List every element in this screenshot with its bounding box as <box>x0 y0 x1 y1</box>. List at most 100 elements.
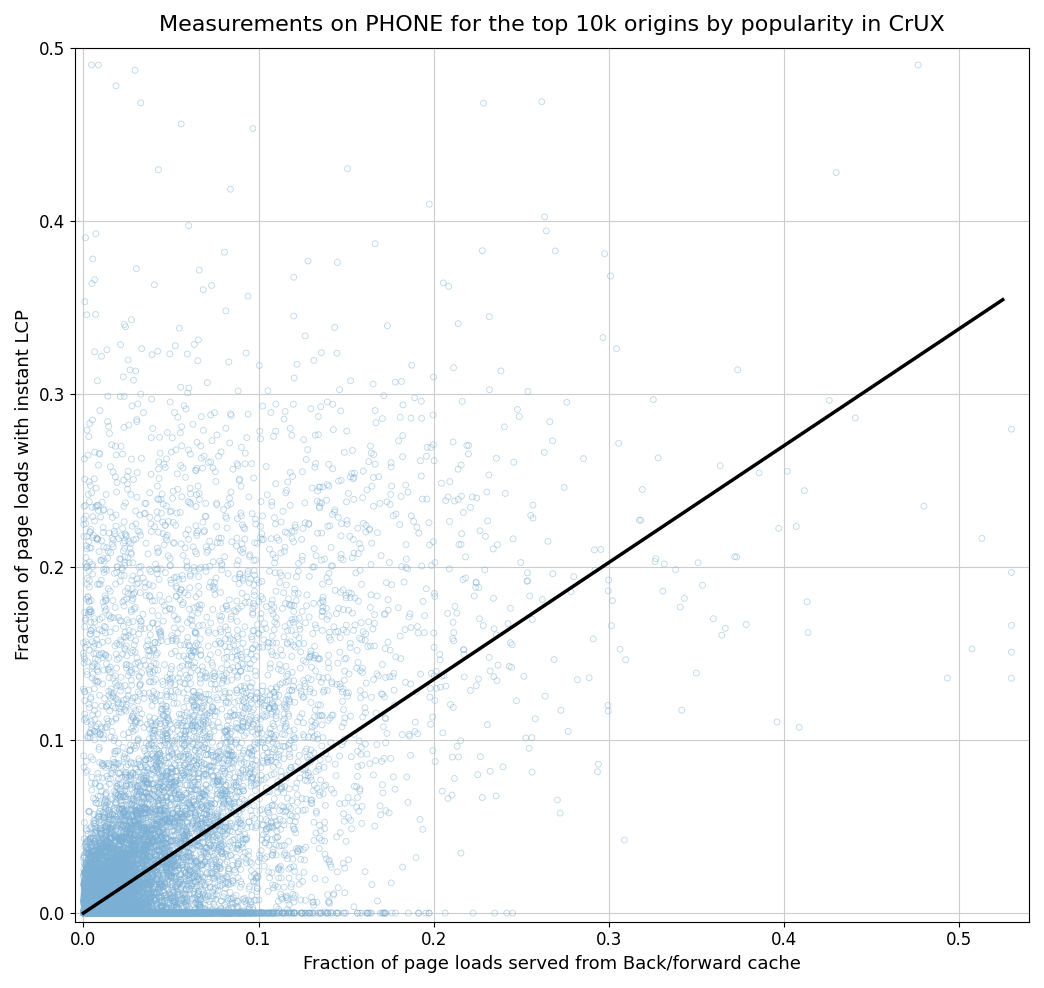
Point <box>84 905 100 921</box>
Point <box>88 905 104 921</box>
Point <box>144 863 161 878</box>
Point <box>98 905 115 921</box>
Point <box>189 905 206 921</box>
Point <box>98 905 115 921</box>
Point <box>213 792 230 808</box>
Point <box>184 608 200 623</box>
Point <box>112 899 128 915</box>
Point <box>81 905 98 921</box>
Point <box>78 905 95 921</box>
Point <box>233 799 250 815</box>
Point <box>108 905 124 921</box>
Point <box>325 460 341 476</box>
Point <box>135 905 151 921</box>
Point <box>170 850 187 865</box>
Point <box>137 905 153 921</box>
Point <box>82 883 99 899</box>
Point <box>137 877 153 893</box>
Point <box>96 876 113 892</box>
Point <box>236 905 253 921</box>
Point <box>112 893 128 909</box>
Point <box>95 727 112 743</box>
Point <box>291 876 308 892</box>
Point <box>264 905 281 921</box>
Point <box>91 865 108 881</box>
Point <box>78 905 95 921</box>
Point <box>90 905 106 921</box>
Point <box>81 905 98 921</box>
Point <box>93 905 110 921</box>
Point <box>81 905 98 921</box>
Point <box>123 829 140 845</box>
Point <box>77 905 94 921</box>
Point <box>84 905 100 921</box>
Point <box>85 752 101 768</box>
Point <box>80 893 97 909</box>
Point <box>77 886 94 902</box>
Point <box>144 786 161 802</box>
Point <box>82 872 99 888</box>
Point <box>103 880 120 896</box>
Point <box>111 905 127 921</box>
Point <box>170 837 187 853</box>
Point <box>348 799 364 815</box>
Point <box>111 905 127 921</box>
Point <box>292 892 309 908</box>
Point <box>129 756 146 772</box>
Point <box>109 883 125 899</box>
Point <box>126 802 143 818</box>
Point <box>112 868 128 884</box>
Point <box>99 905 116 921</box>
Point <box>77 881 94 897</box>
Point <box>129 905 146 921</box>
Point <box>119 905 136 921</box>
Point <box>159 788 175 804</box>
Point <box>85 899 101 915</box>
Point <box>105 888 122 904</box>
Point <box>105 905 122 921</box>
Point <box>116 864 133 879</box>
Point <box>117 882 134 898</box>
Point <box>100 799 117 815</box>
Point <box>136 888 152 904</box>
Point <box>158 860 174 875</box>
Point <box>100 905 117 921</box>
Point <box>104 905 121 921</box>
Point <box>116 905 133 921</box>
Point <box>76 905 93 921</box>
Point <box>363 478 380 494</box>
Point <box>95 905 112 921</box>
Point <box>114 561 130 577</box>
Point <box>78 905 95 921</box>
Point <box>171 847 188 863</box>
Point <box>164 811 181 827</box>
Point <box>163 777 180 792</box>
Point <box>130 905 147 921</box>
Point <box>243 759 260 775</box>
Point <box>122 826 139 842</box>
Point <box>80 855 97 870</box>
Point <box>95 905 112 921</box>
Point <box>99 885 116 901</box>
Point <box>205 734 221 750</box>
Point <box>119 904 136 920</box>
Point <box>118 776 135 791</box>
Point <box>82 626 99 642</box>
Point <box>196 905 213 921</box>
Point <box>78 864 95 880</box>
Point <box>114 887 130 903</box>
Point <box>76 905 93 921</box>
Point <box>78 905 95 921</box>
Point <box>234 544 251 560</box>
Point <box>329 864 346 879</box>
Point <box>94 905 111 921</box>
Point <box>81 905 98 921</box>
Point <box>394 558 410 574</box>
Point <box>89 873 105 889</box>
Point <box>259 707 276 723</box>
Point <box>139 844 156 860</box>
Point <box>170 749 187 765</box>
Point <box>98 905 115 921</box>
Point <box>175 860 192 875</box>
Point <box>164 888 181 904</box>
